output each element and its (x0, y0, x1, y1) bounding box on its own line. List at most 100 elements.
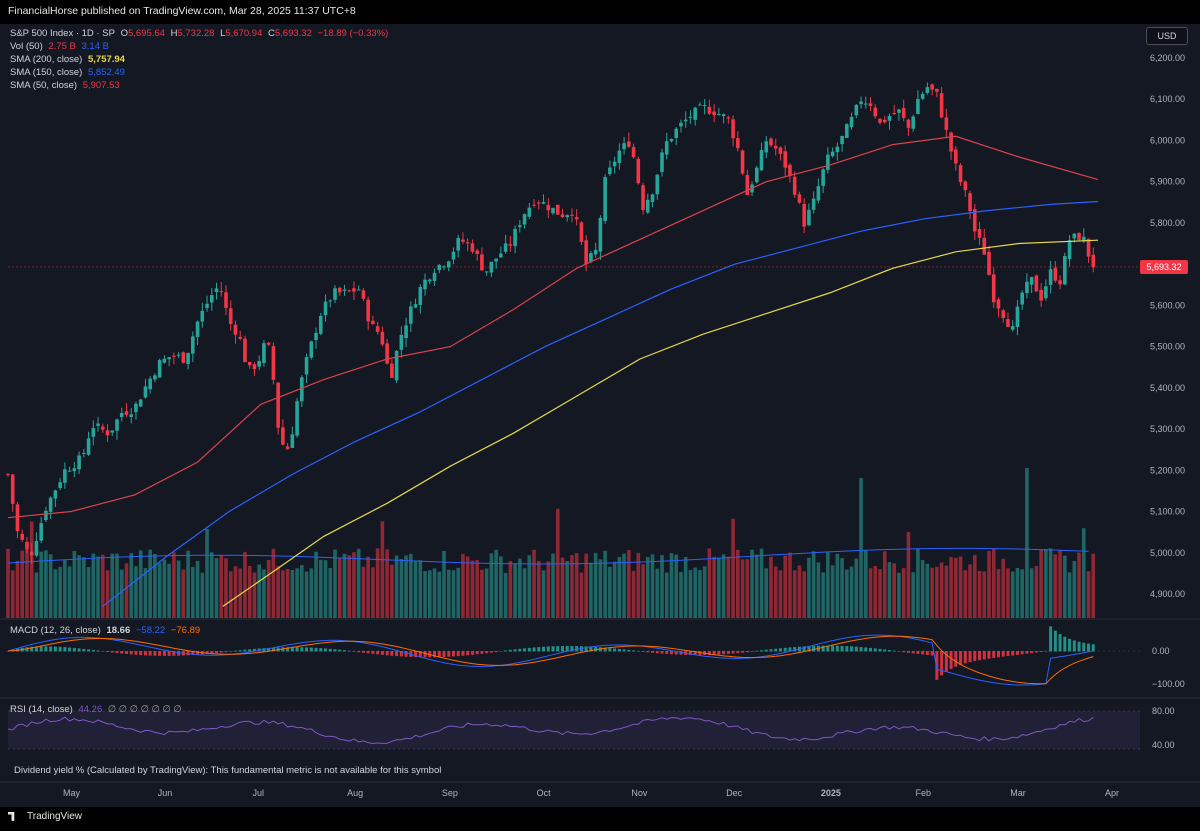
macd-histogram-bar (854, 646, 858, 652)
volume-bar (977, 570, 982, 618)
legend-sma50-row[interactable]: SMA (50, close) 5,907.53 (10, 80, 123, 91)
macd-histogram-bar (390, 651, 394, 656)
macd-histogram-bar (172, 651, 176, 656)
candle-body (816, 186, 821, 201)
volume-bar (911, 572, 915, 618)
macd-histogram-bar (110, 651, 114, 653)
candle-body (1077, 233, 1081, 240)
volume-bar (409, 553, 413, 618)
candle-body (589, 253, 593, 262)
legend-sma200-value: 5,757.94 (87, 54, 125, 65)
candle-body (570, 214, 574, 216)
volume-bar (508, 561, 513, 618)
legend-volume-row[interactable]: Vol (50) 2.75 B 3.14 B (10, 41, 112, 52)
volume-bar (399, 559, 404, 618)
macd-histogram-bar (414, 651, 418, 658)
volume-bar (394, 555, 399, 618)
candle-body (295, 401, 299, 436)
volume-bar (290, 570, 295, 618)
volume-bar (821, 572, 825, 618)
candle-body (863, 103, 868, 105)
chart-canvas[interactable]: 6,200.00 6,100.00 6,000.00 5,900.00 5,800.00… (0, 24, 1200, 807)
volume-bar (565, 561, 570, 618)
volume-bar (1067, 572, 1072, 618)
rsi-legend[interactable]: RSI (14, close) 44.26 ∅ ∅ ∅ ∅ ∅ ∅ ∅ (10, 704, 185, 715)
macd-histogram-bar (835, 645, 839, 652)
volume-bar (598, 559, 603, 618)
sma150-line (102, 200, 1099, 607)
legend-close: 5,693.32 (274, 28, 312, 39)
volume-bar (44, 550, 48, 618)
macd-histogram-bar (636, 650, 640, 652)
macd-histogram-bar (987, 651, 991, 659)
macd-histogram-bar (1087, 643, 1091, 652)
candle-body (451, 251, 456, 260)
time-axis-tick: Jun (158, 788, 173, 798)
volume-bar (167, 563, 171, 618)
volume-bar (456, 567, 461, 618)
candle-body (1006, 319, 1010, 327)
volume-bar (532, 549, 536, 618)
volume-bar (233, 566, 238, 618)
candle-body (551, 207, 555, 214)
volume-bar (366, 556, 370, 618)
macd-histogram-bar (764, 649, 768, 652)
macd-histogram-bar (470, 651, 474, 655)
candle-body (361, 290, 366, 299)
macd-histogram-bar (1030, 651, 1034, 654)
volume-bar (72, 550, 77, 618)
macd-histogram-bar (1044, 650, 1048, 652)
macd-histogram-bar (513, 649, 517, 652)
volume-bar (34, 572, 39, 618)
candle-body (437, 264, 442, 271)
volume-bar (1091, 553, 1096, 618)
candle-body (446, 261, 451, 268)
candle-body (404, 325, 408, 339)
volume-bar (423, 571, 427, 618)
volume-bar (228, 571, 233, 618)
volume-bar (679, 572, 683, 618)
macd-histogram-bar (892, 650, 896, 652)
volume-bar (669, 553, 674, 618)
candle-body (205, 303, 209, 309)
tradingview-logo[interactable]: TradingView (8, 811, 82, 822)
candle-body (10, 474, 15, 504)
macd-histogram-bar (162, 651, 166, 656)
macd-histogram-bar (101, 650, 105, 652)
candle-body (91, 428, 96, 437)
publish-bar: FinancialHorse published on TradingView.… (0, 0, 1200, 24)
volume-bar (418, 560, 423, 618)
macd-histogram-bar (845, 646, 849, 652)
candle-body (608, 167, 612, 175)
currency-button[interactable]: USD (1146, 27, 1188, 45)
candle-body (1086, 238, 1091, 257)
macd-histogram-bar (290, 647, 294, 652)
macd-histogram-bar (887, 650, 891, 652)
legend-sma150-row[interactable]: SMA (150, close) 5,852.49 (10, 67, 128, 78)
macd-histogram-bar (39, 646, 43, 652)
volume-bar (882, 551, 887, 618)
legend-symbol[interactable]: S&P 500 Index · 1D · SP (10, 28, 115, 39)
volume-bar (1039, 549, 1043, 618)
volume-bar (100, 554, 105, 618)
candle-body (119, 413, 124, 418)
macd-histogram-bar (589, 646, 593, 652)
macd-histogram-bar (87, 649, 91, 652)
volume-bar (617, 557, 622, 618)
macd-legend[interactable]: MACD (12, 26, close) 18.66 −58.22 −76.89 (10, 625, 203, 636)
candle-body (1048, 269, 1053, 285)
candle-body (1053, 267, 1058, 281)
volume-bar (148, 549, 152, 618)
volume-bar (494, 549, 498, 618)
volume-bar (868, 568, 873, 618)
footer-bar (0, 807, 1200, 831)
candle-body (44, 510, 48, 521)
candle-body (399, 334, 404, 350)
legend-sma200-row[interactable]: SMA (200, close) 5,757.94 (10, 54, 128, 65)
macd-histogram-bar (196, 651, 200, 655)
macd-histogram-bar (802, 646, 806, 652)
macd-histogram-bar (177, 651, 181, 656)
macd-histogram-bar (655, 651, 659, 654)
volume-bar (281, 570, 285, 618)
candle-body (257, 360, 261, 367)
